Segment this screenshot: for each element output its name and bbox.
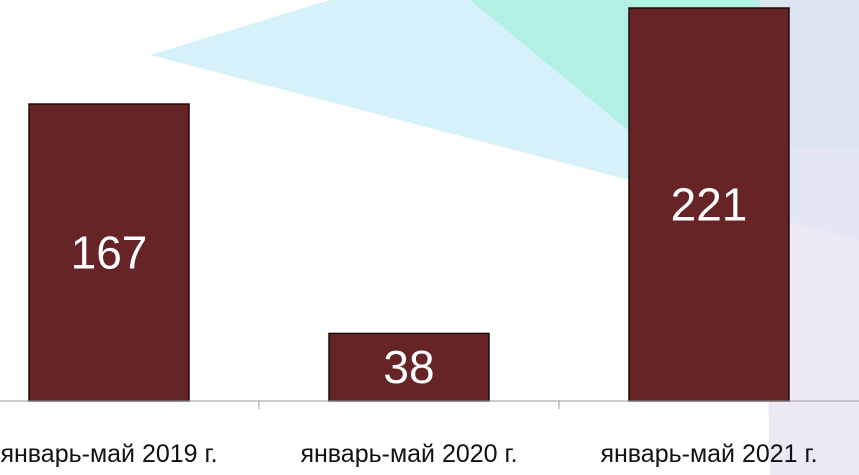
x-tick-label-1: январь-май 2019 г. bbox=[0, 440, 217, 468]
labels-group: 167 январь-май 2019 г. 38 январь-май 2020 г… bbox=[0, 179, 817, 469]
data-label-2: 38 bbox=[383, 341, 434, 393]
data-label-1: 167 bbox=[71, 227, 148, 279]
bars-group bbox=[28, 7, 790, 402]
x-tick-label-2: январь-май 2020 г. bbox=[300, 440, 517, 468]
bar-2 bbox=[328, 332, 490, 402]
data-label-3: 221 bbox=[671, 179, 748, 231]
x-ticks-group bbox=[258, 401, 560, 409]
bar-1 bbox=[28, 103, 190, 402]
x-tick-label-3: январь-май 2021 г. bbox=[600, 440, 817, 468]
bar-3 bbox=[628, 7, 790, 402]
